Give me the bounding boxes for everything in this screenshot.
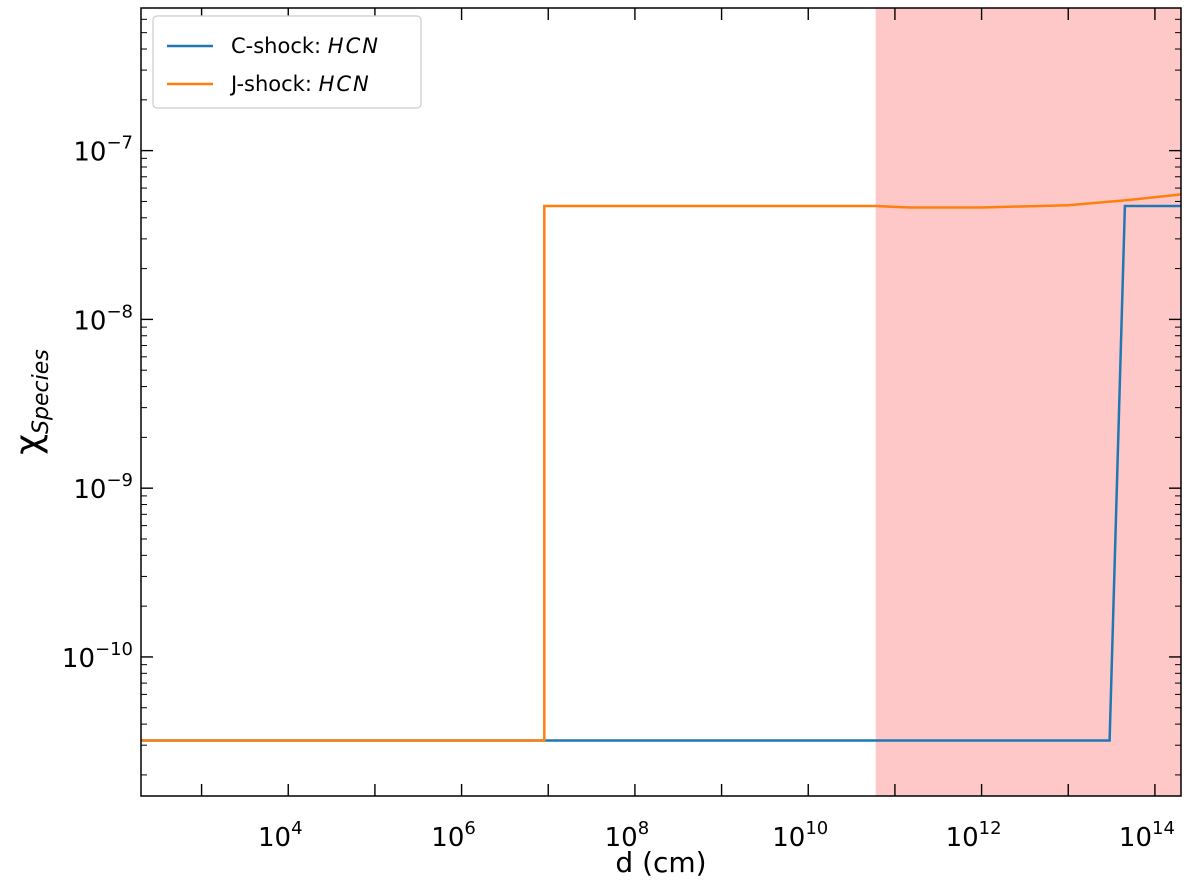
y-tick-label: 10−10 [62,639,133,674]
plot-frame [140,7,1182,797]
y-axis-label-symbol: χ [8,434,49,455]
legend-entry-j-shock-name: J-shock: [229,72,319,96]
y-axis-label-subscript: Species [29,349,54,434]
ticks-layer: 104 106 108 1010 1012 1014 10−10 10−9 10−8 10−7 [62,7,1181,853]
x-axis-label: d (cm) [615,846,706,879]
y-tick-label: 10−8 [73,301,133,336]
x-tick-label: 104 [258,818,303,853]
legend-entry-c-shock-name: C-shock: [231,34,328,58]
legend-entry-j-shock-species: HCN [319,72,371,96]
legend-entry-c-shock: C-shock: HCN [231,34,380,58]
x-tick-label: 1012 [946,818,1002,853]
y-axis-label: χSpecies [8,349,54,454]
x-tick-label: 1014 [1119,818,1175,853]
shaded-region-layer [875,8,1181,796]
legend-entry-c-shock-species: HCN [328,34,380,58]
x-tick-label: 1010 [772,818,828,853]
legend-box [152,15,422,109]
shaded-region [875,8,1181,796]
legend: C-shock: HCN J-shock: HCN [152,15,422,109]
series-lines-layer [141,193,1182,742]
y-tick-label: 10−9 [73,470,133,505]
legend-entry-j-shock: J-shock: HCN [229,72,371,96]
x-tick-label: 106 [431,818,476,853]
y-tick-label: 10−7 [73,133,133,168]
series-line-j-shock [141,193,1182,742]
x-tick-label: 108 [605,818,650,853]
